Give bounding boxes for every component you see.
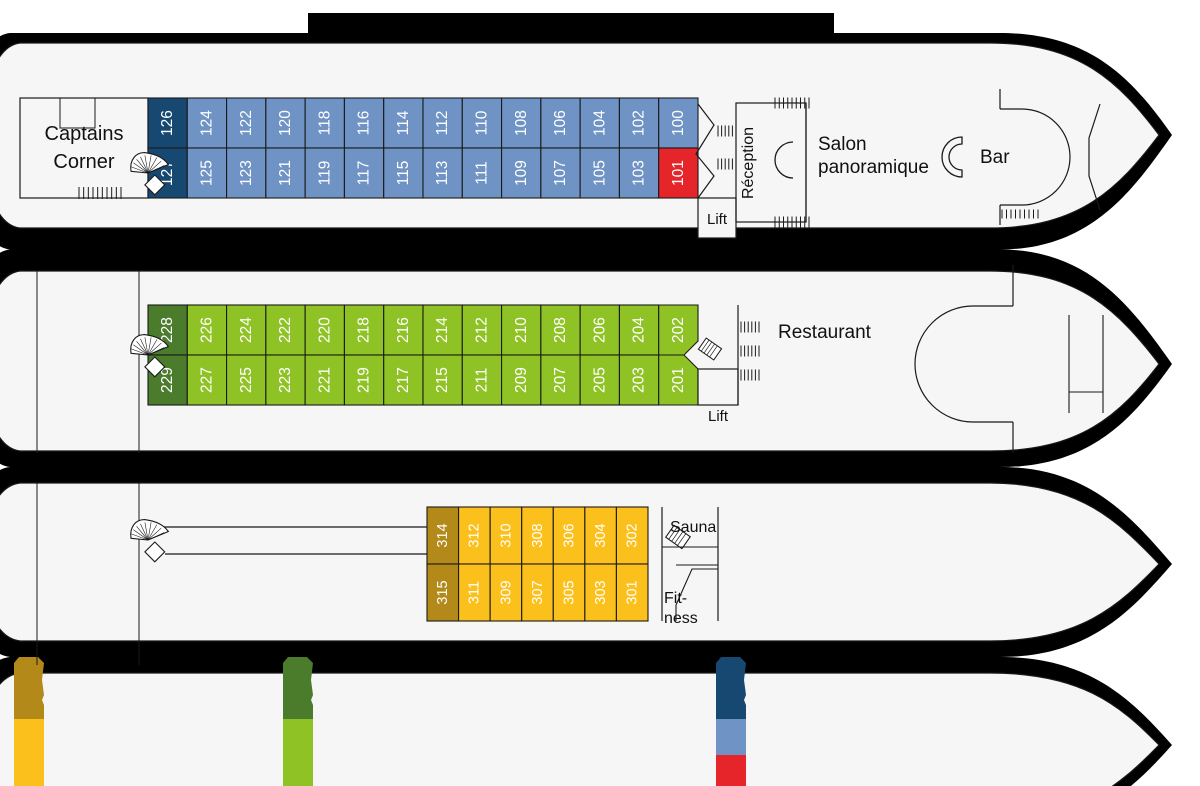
svg-text:203: 203 <box>631 367 648 393</box>
svg-text:205: 205 <box>591 367 608 393</box>
svg-text:Réception: Réception <box>740 127 757 199</box>
svg-text:218: 218 <box>356 317 373 343</box>
svg-text:216: 216 <box>395 317 412 343</box>
svg-text:Salon: Salon <box>818 134 867 155</box>
svg-text:102: 102 <box>631 110 648 136</box>
svg-text:111: 111 <box>474 161 491 185</box>
svg-text:221: 221 <box>316 367 333 393</box>
svg-text:118: 118 <box>316 111 333 136</box>
svg-text:207: 207 <box>552 367 569 393</box>
svg-text:315: 315 <box>435 580 451 604</box>
svg-text:Lift: Lift <box>707 211 728 228</box>
svg-text:109: 109 <box>513 160 530 186</box>
svg-text:112: 112 <box>434 111 451 136</box>
svg-text:227: 227 <box>199 367 216 393</box>
svg-text:220: 220 <box>316 317 333 343</box>
svg-text:110: 110 <box>474 110 491 135</box>
svg-text:124: 124 <box>199 110 216 136</box>
svg-text:302: 302 <box>625 523 641 547</box>
svg-text:119: 119 <box>316 161 333 186</box>
svg-text:125: 125 <box>199 160 216 186</box>
svg-text:219: 219 <box>356 367 373 393</box>
svg-text:108: 108 <box>513 110 530 136</box>
svg-text:209: 209 <box>513 367 530 393</box>
svg-text:311: 311 <box>467 581 483 604</box>
svg-text:113: 113 <box>434 161 451 186</box>
svg-text:123: 123 <box>238 160 255 186</box>
svg-text:215: 215 <box>434 367 451 393</box>
svg-text:107: 107 <box>552 160 569 186</box>
svg-text:310: 310 <box>498 523 514 547</box>
svg-text:121: 121 <box>277 160 294 186</box>
svg-text:120: 120 <box>277 110 294 136</box>
svg-text:305: 305 <box>561 580 577 604</box>
svg-text:117: 117 <box>356 161 373 186</box>
svg-text:229: 229 <box>159 367 176 393</box>
svg-text:105: 105 <box>591 160 608 186</box>
svg-text:210: 210 <box>513 317 530 343</box>
svg-text:panoramique: panoramique <box>818 157 929 178</box>
svg-text:202: 202 <box>670 317 687 343</box>
svg-text:101: 101 <box>670 160 687 186</box>
svg-text:126: 126 <box>159 110 176 136</box>
svg-text:312: 312 <box>467 523 483 547</box>
svg-text:222: 222 <box>277 317 294 343</box>
svg-text:301: 301 <box>625 580 641 604</box>
svg-text:314: 314 <box>435 523 451 547</box>
svg-text:304: 304 <box>593 523 609 547</box>
svg-text:303: 303 <box>593 580 609 604</box>
svg-text:Fit-: Fit- <box>664 590 687 607</box>
svg-text:103: 103 <box>631 160 648 186</box>
svg-text:Sauna: Sauna <box>670 519 716 536</box>
svg-text:223: 223 <box>277 367 294 393</box>
svg-text:224: 224 <box>238 317 255 343</box>
svg-text:201: 201 <box>670 367 687 393</box>
svg-text:ness: ness <box>664 610 698 627</box>
svg-text:308: 308 <box>530 523 546 547</box>
svg-text:206: 206 <box>591 317 608 343</box>
svg-text:306: 306 <box>561 523 577 547</box>
svg-text:Lift: Lift <box>708 408 729 425</box>
svg-text:Corner: Corner <box>53 151 114 173</box>
svg-text:116: 116 <box>356 111 373 136</box>
svg-text:100: 100 <box>670 110 687 136</box>
svg-text:226: 226 <box>199 317 216 343</box>
svg-text:Captains: Captains <box>45 123 124 145</box>
svg-text:225: 225 <box>238 367 255 393</box>
svg-text:114: 114 <box>395 110 412 135</box>
svg-text:307: 307 <box>530 580 546 604</box>
svg-text:217: 217 <box>395 367 412 393</box>
svg-text:228: 228 <box>159 317 176 343</box>
svg-text:104: 104 <box>591 110 608 136</box>
svg-text:309: 309 <box>498 580 514 604</box>
svg-text:212: 212 <box>474 317 491 343</box>
svg-text:122: 122 <box>238 110 255 136</box>
svg-text:115: 115 <box>395 161 412 186</box>
svg-text:208: 208 <box>552 317 569 343</box>
svg-text:204: 204 <box>631 317 648 343</box>
svg-text:106: 106 <box>552 110 569 136</box>
svg-text:Bar: Bar <box>980 147 1010 168</box>
svg-text:Restaurant: Restaurant <box>778 322 872 343</box>
svg-text:214: 214 <box>434 317 451 343</box>
svg-text:211: 211 <box>474 368 491 393</box>
